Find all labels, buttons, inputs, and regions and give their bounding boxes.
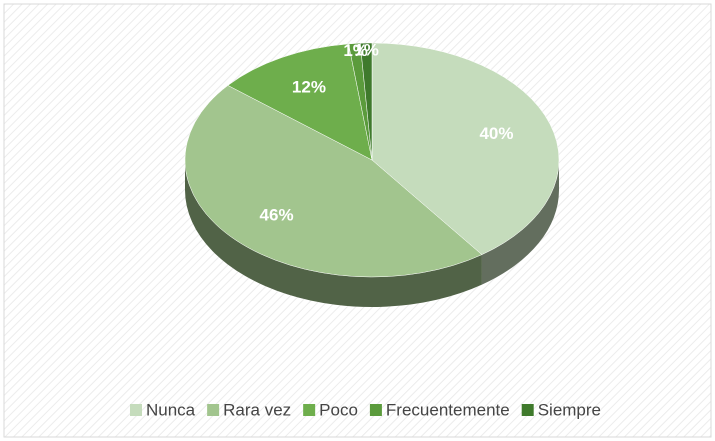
legend-label: Nunca: [146, 400, 196, 419]
data-label: 1%: [343, 41, 368, 60]
legend-swatch: [207, 404, 220, 416]
data-label: 12%: [292, 78, 326, 97]
legend-swatch: [303, 404, 316, 416]
legend-label: Rara vez: [223, 400, 291, 419]
data-label: 46%: [260, 206, 294, 225]
pie-slice: [227, 43, 373, 161]
pie-slice: [184, 85, 483, 278]
pie-side: [481, 160, 559, 285]
legend-swatch: [129, 404, 142, 416]
pie-side: [185, 160, 482, 308]
pie-slice: [371, 42, 560, 255]
legend-swatch: [521, 404, 534, 416]
pie-slice: [359, 42, 373, 161]
legend-swatch: [369, 404, 382, 416]
data-label: 1%: [354, 41, 379, 60]
legend-label: Siempre: [538, 400, 601, 419]
data-label: 40%: [479, 124, 513, 143]
legend-label: Poco: [319, 400, 358, 419]
legend-label: Frecuentemente: [386, 400, 510, 419]
